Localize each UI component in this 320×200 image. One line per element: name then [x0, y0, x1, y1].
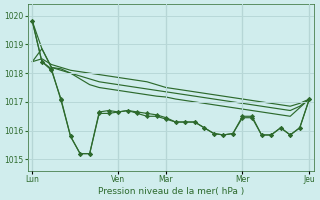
X-axis label: Pression niveau de la mer( hPa ): Pression niveau de la mer( hPa )	[98, 187, 244, 196]
